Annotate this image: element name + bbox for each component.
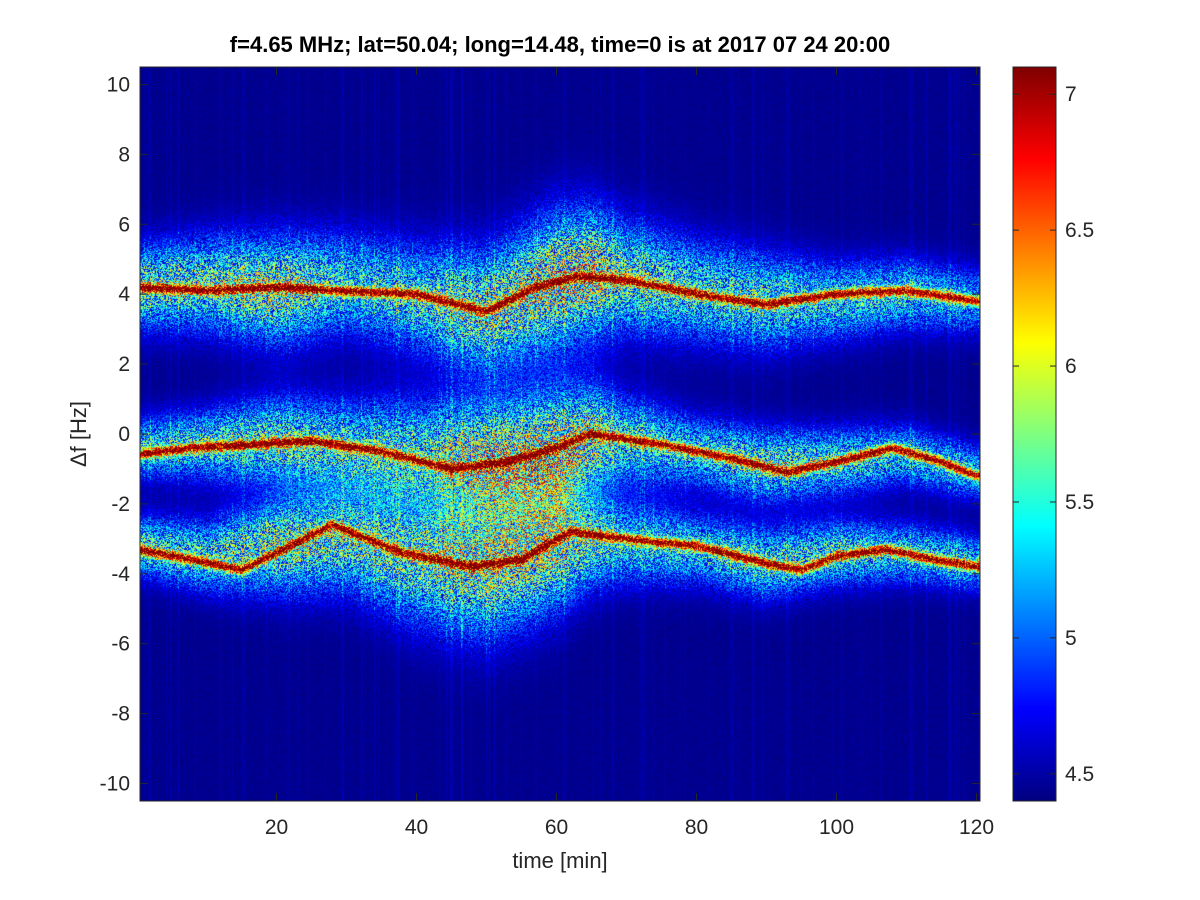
- colorbar-gradient: [1013, 67, 1056, 801]
- y-tick-label: -8: [111, 703, 130, 726]
- spectrogram-image: [140, 67, 980, 801]
- plot-border: [139, 66, 981, 802]
- y-tick-label: 0: [118, 423, 130, 446]
- x-tick-label: 60: [545, 816, 568, 839]
- y-tick-label: 8: [118, 143, 130, 166]
- x-tick-label: 80: [685, 816, 708, 839]
- x-tick-label: 40: [405, 816, 428, 839]
- chart-title: f=4.65 MHz; lat=50.04; long=14.48, time=…: [230, 32, 890, 57]
- y-tick-label: -4: [111, 563, 130, 586]
- x-tick-label: 120: [959, 816, 994, 839]
- y-tick-label: -2: [111, 493, 130, 516]
- colorbar-tick-label: 4.5: [1065, 763, 1094, 786]
- x-axis: 20 40 60 80 100 120: [265, 67, 994, 839]
- y-tick-label: 10: [107, 73, 130, 96]
- x-axis-label: time [min]: [512, 848, 607, 873]
- y-tick-label: 6: [118, 213, 130, 236]
- colorbar-tick-label: 7: [1065, 83, 1077, 106]
- x-tick-label: 100: [819, 816, 854, 839]
- y-tick-label: 4: [118, 283, 130, 306]
- colorbar-tick-label: 5: [1065, 627, 1077, 650]
- colorbar-axis: 4.5 5 5.5 6 6.5 7: [1013, 83, 1094, 786]
- axes-frame: [139, 66, 981, 802]
- colorbar-tick-label: 6.5: [1065, 219, 1094, 242]
- colorbar-tick-label: 6: [1065, 355, 1077, 378]
- y-tick-label: -10: [100, 773, 130, 796]
- y-tick-label: 2: [118, 353, 130, 376]
- colorbar-tick-label: 5.5: [1065, 491, 1094, 514]
- y-tick-label: -6: [111, 633, 130, 656]
- y-axis-label: Δf [Hz]: [66, 401, 91, 467]
- colorbar-border: [1012, 66, 1057, 802]
- y-axis: -10 -8 -6 -4 -2 0 2 4 6 8 10: [100, 73, 980, 796]
- x-tick-label: 20: [265, 816, 288, 839]
- colorbar: 4.5 5 5.5 6 6.5 7: [1012, 66, 1094, 802]
